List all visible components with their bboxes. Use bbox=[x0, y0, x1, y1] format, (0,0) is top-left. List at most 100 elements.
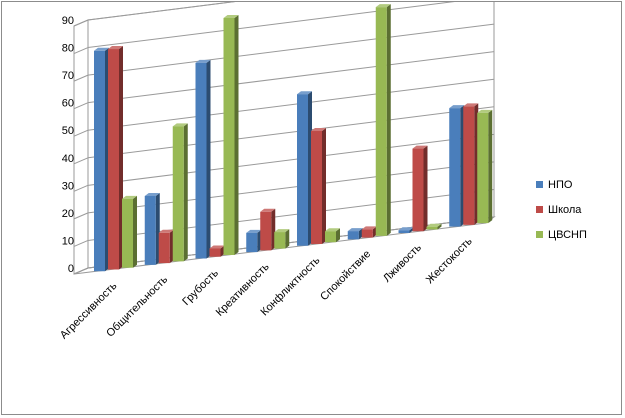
bar bbox=[158, 229, 174, 264]
side-gridline bbox=[73, 19, 89, 27]
side-gridline bbox=[73, 212, 89, 220]
bar bbox=[246, 229, 262, 253]
bar-side bbox=[234, 15, 239, 255]
bar-front bbox=[209, 248, 221, 257]
bar-side bbox=[423, 145, 428, 232]
bar bbox=[347, 228, 363, 240]
y-tick-label: 30 bbox=[62, 180, 74, 192]
bar-top bbox=[260, 208, 276, 212]
bar-top bbox=[122, 195, 137, 199]
bar-front bbox=[297, 94, 308, 246]
bar bbox=[325, 228, 340, 243]
bar-front bbox=[449, 108, 461, 227]
bar-front bbox=[223, 18, 235, 255]
bar-side bbox=[206, 59, 211, 259]
bar-top bbox=[347, 228, 363, 232]
bar bbox=[449, 105, 465, 227]
side-gridline bbox=[73, 74, 89, 82]
gridline bbox=[87, 2, 236, 21]
bar bbox=[426, 223, 442, 230]
bar-top bbox=[158, 229, 174, 233]
x-category-label: Спокойствие bbox=[318, 248, 373, 303]
bar-top bbox=[195, 59, 211, 63]
bar bbox=[274, 229, 290, 249]
y-tick-label: 10 bbox=[62, 235, 74, 247]
side-wall bbox=[73, 19, 89, 275]
legend-label: НПО bbox=[548, 179, 573, 191]
bar-side bbox=[183, 123, 188, 262]
bar-front bbox=[246, 232, 258, 253]
bar-front bbox=[172, 126, 184, 262]
bar-front bbox=[463, 106, 475, 225]
bar bbox=[477, 109, 493, 224]
bar-front bbox=[195, 62, 207, 259]
bar-front bbox=[108, 49, 119, 270]
bar-top bbox=[361, 226, 377, 230]
bar-front bbox=[260, 211, 272, 251]
bar-top bbox=[325, 228, 340, 232]
y-tick-label: 50 bbox=[62, 125, 74, 137]
bar bbox=[463, 103, 479, 225]
bar-front bbox=[94, 50, 105, 272]
gridline bbox=[87, 106, 495, 159]
bar-front bbox=[426, 226, 438, 230]
bar-top bbox=[108, 46, 123, 50]
x-category-label: Жестокость bbox=[424, 235, 475, 286]
legend-label: Школа bbox=[548, 204, 582, 216]
side-gridline bbox=[73, 102, 89, 110]
y-tick-label: 60 bbox=[62, 98, 74, 110]
bar-top bbox=[246, 229, 262, 233]
gridline bbox=[87, 51, 495, 104]
bar-top bbox=[144, 192, 160, 196]
y-tick-label: 90 bbox=[62, 15, 74, 27]
bar-top bbox=[311, 128, 326, 132]
bar-front bbox=[412, 148, 424, 232]
bar bbox=[297, 91, 312, 246]
bar-side bbox=[133, 195, 137, 268]
bar-side bbox=[437, 223, 442, 230]
legend-swatch bbox=[536, 231, 543, 238]
bar bbox=[375, 4, 391, 236]
bar-top bbox=[172, 123, 188, 127]
legend-swatch bbox=[536, 206, 543, 213]
side-gridline bbox=[73, 129, 89, 137]
bar-front bbox=[375, 7, 387, 236]
bar-top bbox=[94, 47, 109, 51]
bar bbox=[108, 46, 123, 270]
bars bbox=[94, 4, 493, 272]
side-gridline bbox=[73, 47, 89, 55]
bar-top bbox=[375, 4, 391, 8]
bar-side bbox=[386, 4, 391, 236]
bar-side bbox=[322, 128, 326, 244]
bar-top bbox=[398, 227, 414, 231]
gridline bbox=[87, 2, 455, 49]
y-tick-label: 80 bbox=[62, 43, 74, 55]
gridline bbox=[87, 133, 495, 186]
y-axis-ticks: 0 10 20 30 40 50 60 70 80 90 bbox=[62, 15, 74, 275]
x-category-label: Грубость bbox=[180, 267, 221, 308]
side-gridline bbox=[73, 239, 89, 247]
bar-front bbox=[398, 230, 410, 233]
y-tick-label: 70 bbox=[62, 70, 74, 82]
bar-top bbox=[477, 109, 493, 113]
bar-front bbox=[144, 195, 156, 265]
bar-front bbox=[158, 232, 170, 264]
bar bbox=[195, 59, 211, 259]
bar-front bbox=[311, 131, 322, 244]
gridline bbox=[87, 78, 495, 131]
bar bbox=[260, 208, 276, 251]
legend-swatch bbox=[536, 181, 543, 188]
bar-top bbox=[412, 145, 428, 149]
y-tick-label: 40 bbox=[62, 153, 74, 165]
gridline bbox=[87, 23, 495, 76]
bar-side bbox=[488, 109, 493, 224]
bar-top bbox=[223, 15, 239, 19]
y-tick-label: 20 bbox=[62, 208, 74, 220]
bar-front bbox=[361, 229, 373, 238]
bar bbox=[412, 145, 428, 232]
x-category-label: Конфликтность bbox=[259, 254, 323, 318]
bar-side bbox=[336, 228, 340, 243]
x-category-label: Лживость bbox=[381, 242, 424, 285]
legend-label: ЦВСНП bbox=[548, 229, 587, 241]
